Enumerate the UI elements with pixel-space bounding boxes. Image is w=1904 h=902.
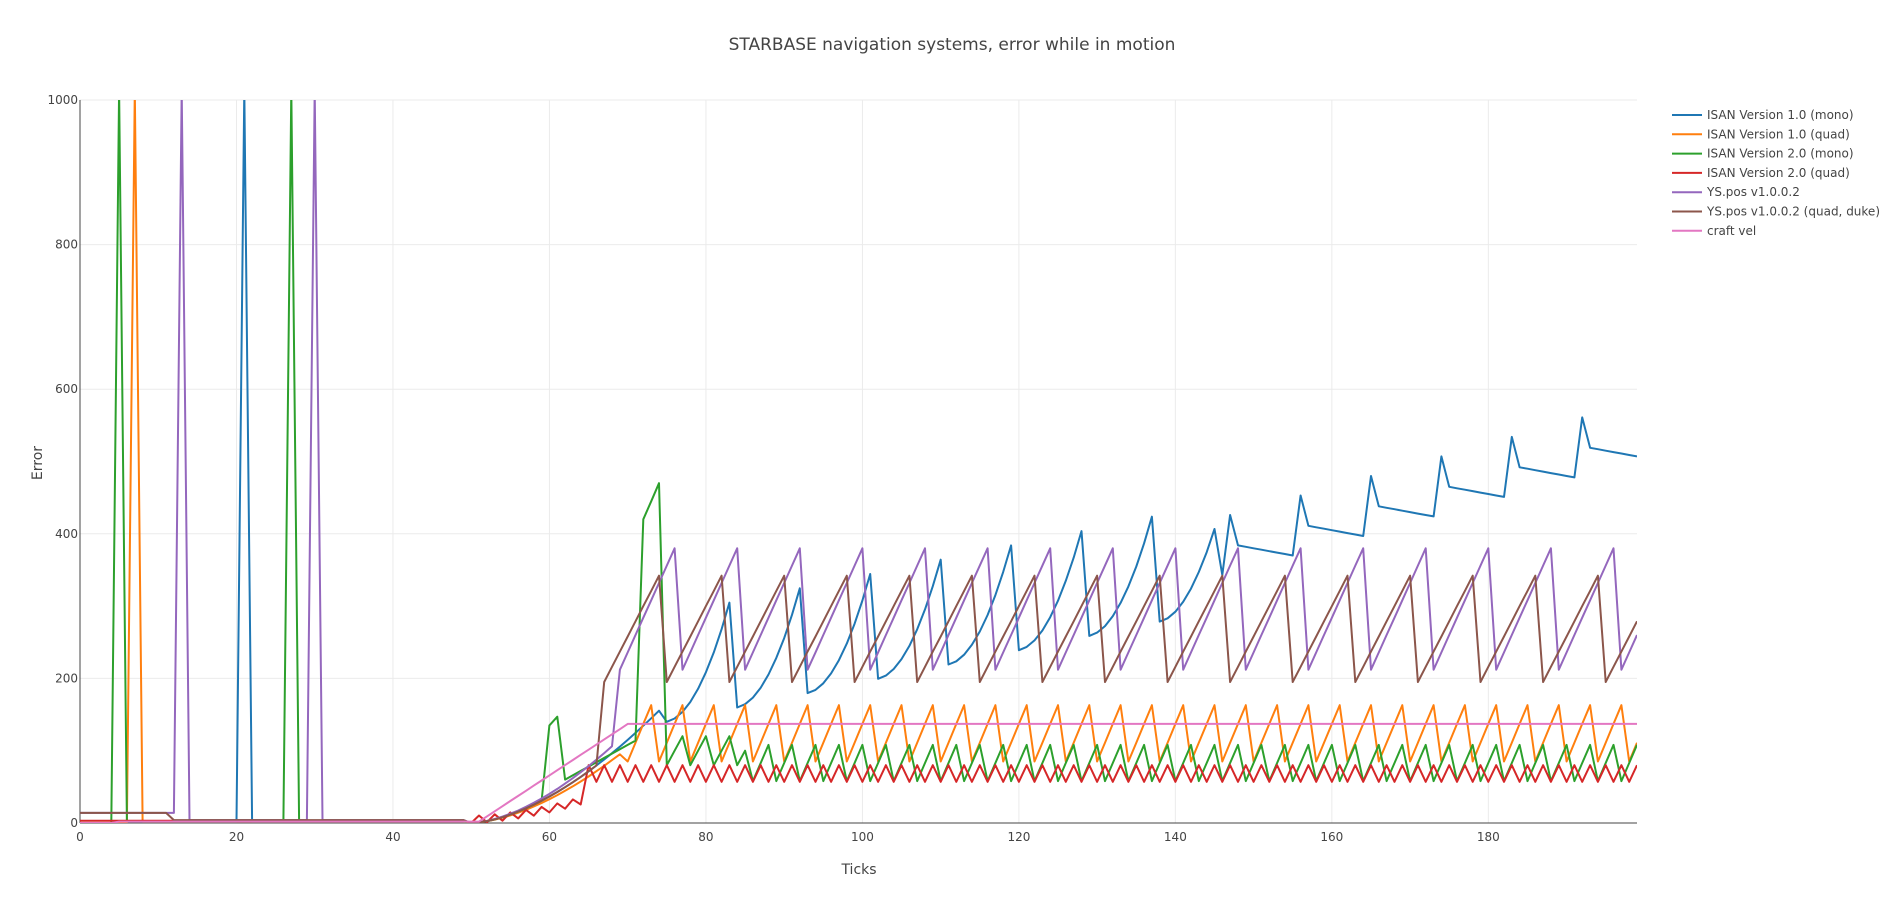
legend-label: ISAN Version 1.0 (mono) — [1707, 108, 1854, 122]
legend-label: craft vel — [1707, 224, 1756, 238]
y-tick-label: 200 — [55, 671, 78, 685]
legend-label: ISAN Version 1.0 (quad) — [1707, 127, 1850, 141]
x-tick-label: 60 — [542, 830, 557, 844]
legend-label: ISAN Version 2.0 (quad) — [1707, 166, 1850, 180]
series-line-7 — [80, 722, 1637, 823]
legend-label: ISAN Version 2.0 (mono) — [1707, 147, 1854, 161]
series-line-6 — [80, 574, 1637, 823]
series-layer — [80, 100, 1637, 823]
legend-item-1[interactable]: ISAN Version 1.0 (mono) — [1672, 108, 1854, 122]
x-tick-label: 40 — [385, 830, 400, 844]
legend-item-3[interactable]: ISAN Version 2.0 (mono) — [1672, 147, 1854, 161]
x-tick-label: 20 — [229, 830, 244, 844]
legend-item-4[interactable]: ISAN Version 2.0 (quad) — [1672, 166, 1850, 180]
legend[interactable]: ISAN Version 1.0 (mono) ISAN Version 1.0 … — [1672, 108, 1880, 238]
legend-item-5[interactable]: YS.pos v1.0.0.2 — [1672, 185, 1800, 199]
x-tick-label: 0 — [76, 830, 84, 844]
axes: 0 20 40 60 80 100 120 140 160 180 0 200 400 600 800 100… — [47, 93, 1637, 844]
x-tick-label: 80 — [698, 830, 713, 844]
legend-label: YS.pos v1.0.0.2 — [1706, 185, 1800, 199]
x-tick-label: 120 — [1007, 830, 1030, 844]
x-tick-label: 160 — [1320, 830, 1343, 844]
y-axis-title: Error — [30, 446, 46, 480]
series-line-4 — [80, 764, 1637, 823]
grid — [80, 99, 1637, 823]
legend-label: YS.pos v1.0.0.2 (quad, duke) — [1706, 205, 1880, 219]
y-tick-label: 1000 — [47, 93, 78, 107]
legend-item-2[interactable]: ISAN Version 1.0 (quad) — [1672, 127, 1850, 141]
x-axis-title: Ticks — [840, 862, 876, 878]
y-tick-label: 800 — [55, 238, 78, 252]
legend-item-6[interactable]: YS.pos v1.0.0.2 (quad, duke) — [1672, 205, 1880, 219]
y-tick-label: 600 — [55, 382, 78, 396]
x-tick-label: 140 — [1164, 830, 1187, 844]
y-tick-label: 0 — [70, 816, 78, 830]
y-tick-label: 400 — [55, 527, 78, 541]
chart-title: STARBASE navigation systems, error while… — [729, 35, 1176, 55]
legend-item-7[interactable]: craft vel — [1672, 224, 1756, 238]
x-tick-label: 100 — [851, 830, 874, 844]
x-tick-label: 180 — [1477, 830, 1500, 844]
